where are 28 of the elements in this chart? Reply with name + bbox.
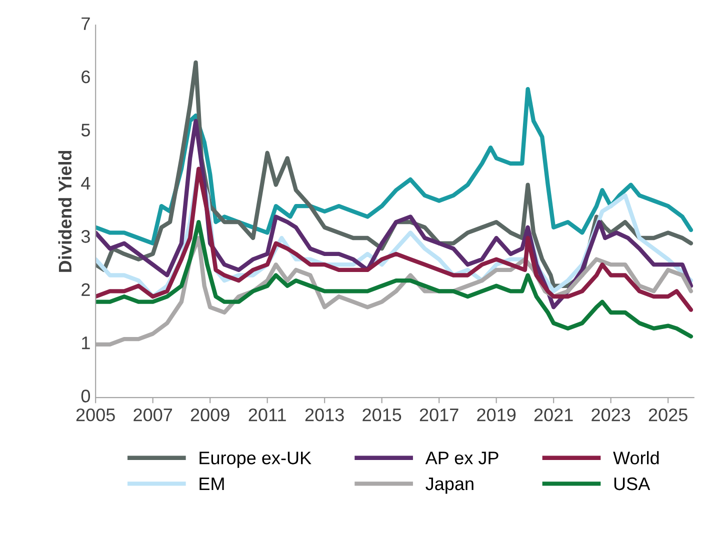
y-tick-label: 3 [81,230,90,243]
y-tick-label: 5 [81,124,90,136]
y-tick-label: 4 [81,177,90,190]
y-tick-label: 6 [82,70,90,84]
y-tick-label: 7 [82,17,90,30]
x-tick-label: 2009 [190,408,230,422]
line-series [96,220,694,339]
x-tick-label: 2007 [134,408,172,422]
legend-label: Japan [426,478,474,494]
y-axis-title: Dividend Yield [58,150,72,272]
y-tick-label: 2 [82,283,90,296]
x-tick-label: 2015 [362,408,402,422]
line-series [96,118,694,310]
legend-label: USA [614,477,650,490]
x-tick-label: 2013 [305,408,344,422]
x-tick-label: 2025 [648,408,688,422]
x-tick-label: 2005 [76,408,115,422]
x-tick-label: 2023 [592,408,630,422]
legend-label: World [613,451,659,464]
y-tick-label: 0 [81,390,90,402]
legend-label: AP ex JP [425,452,498,464]
x-tick-label: 2017 [420,408,458,422]
x-tick-label: 2021 [534,408,573,422]
legend-label: EM [200,478,224,490]
x-tick-label: 2011 [248,408,286,422]
y-tick-label: 1 [82,336,90,350]
legend-label: Europe ex-UK [200,452,312,468]
x-tick-label: 2019 [477,408,516,422]
